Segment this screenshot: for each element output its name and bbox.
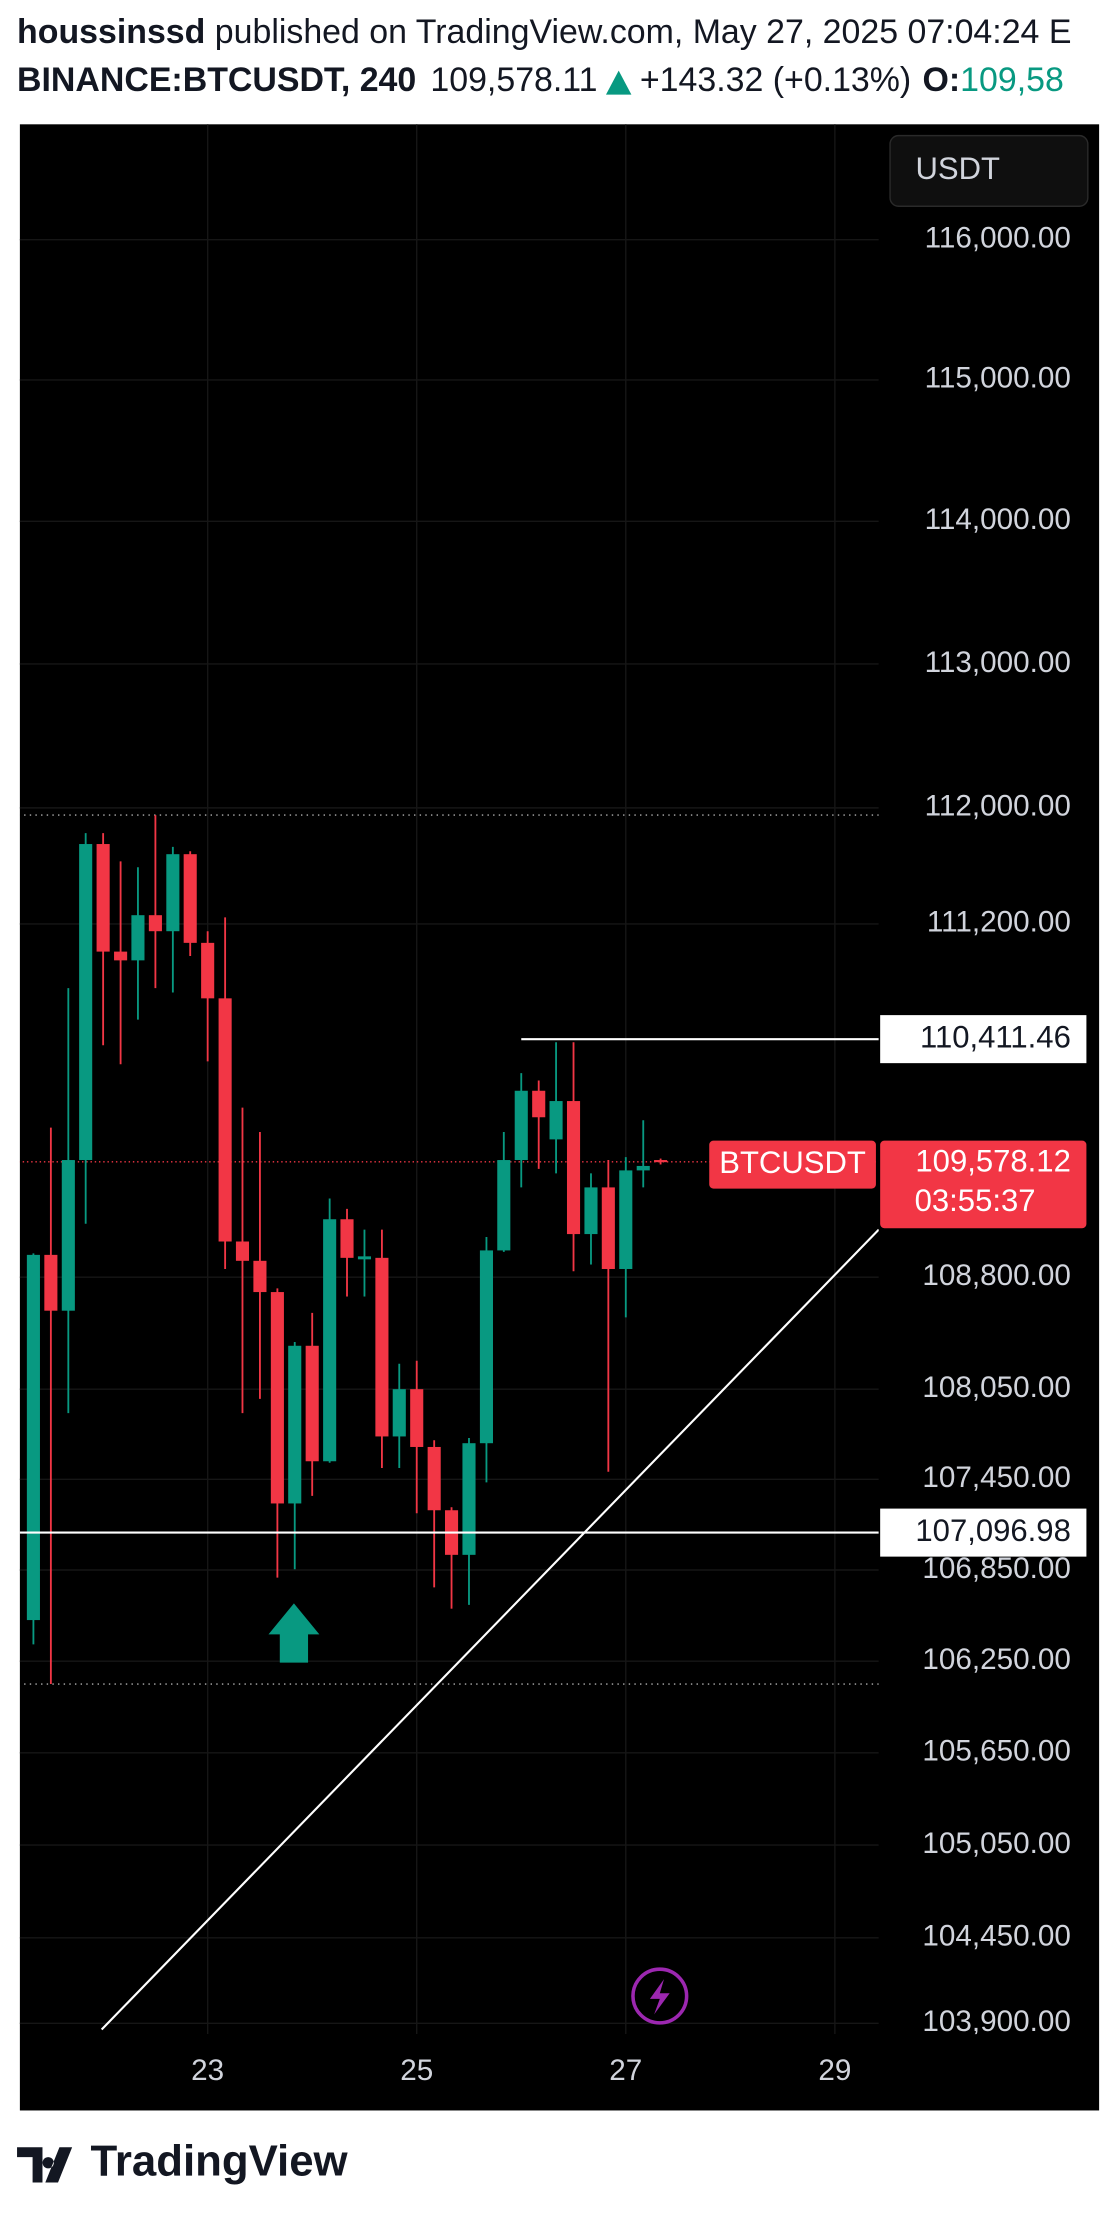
y-tick-label: 113,000.00: [925, 646, 1071, 679]
price-axis: 116,000.00 115,000.00 114,000.00 113,000.00…: [922, 222, 1071, 2038]
candle-body: [619, 1170, 633, 1269]
candle-body: [427, 1446, 441, 1511]
y-tick-label: 115,000.00: [925, 362, 1071, 395]
candle-body: [566, 1101, 581, 1235]
candle-body: [392, 1389, 406, 1437]
y-tick-label: 106,250.00: [922, 1643, 1070, 1676]
x-tick-label: 27: [609, 2054, 642, 2087]
x-tick-label: 23: [191, 2054, 224, 2087]
y-tick-label: 111,200.00: [927, 906, 1071, 939]
currency-box[interactable]: [889, 134, 1089, 207]
x-tick-label: 29: [818, 2054, 851, 2087]
candle-body: [148, 915, 162, 932]
change-arrow: [605, 70, 632, 95]
price: 109,578.11: [430, 61, 597, 99]
time-axis: 23 25 27 29: [191, 2054, 851, 2087]
candle-body: [79, 844, 93, 1161]
candle-body: [218, 998, 232, 1242]
candle-body: [584, 1187, 598, 1235]
candle-body: [114, 951, 128, 961]
price-line-label: 107,096.98: [915, 1513, 1070, 1548]
y-tick-label: 108,050.00: [922, 1371, 1070, 1404]
up-arrow-annotation: [268, 1603, 320, 1663]
candle-body: [44, 1254, 58, 1311]
y-tick-label: 104,450.00: [922, 1920, 1070, 1953]
candle-body: [497, 1160, 511, 1251]
y-tick-label: 112,000.00: [925, 790, 1071, 823]
header-line-2: BINANCE:BTCUSDT, 240 109,578.11 +143.32 (+…: [17, 61, 1064, 99]
candle-body: [357, 1256, 372, 1260]
candle-body: [410, 1389, 424, 1447]
candle-body: [514, 1090, 528, 1161]
candle-body: [183, 854, 197, 943]
flash-bolt: [649, 1979, 670, 2015]
y-tick-label: 105,050.00: [922, 1827, 1070, 1860]
author: houssinssd: [17, 13, 205, 51]
trendline: [100, 1228, 879, 2031]
candle-body: [96, 844, 110, 952]
brand-logo: [17, 2147, 73, 2183]
candle-body: [375, 1257, 389, 1437]
candle-body: [131, 915, 145, 961]
candle-body: [270, 1292, 284, 1504]
candle-body: [26, 1254, 40, 1621]
y-tick-label: 105,650.00: [922, 1735, 1070, 1768]
y-tick-label: 106,850.00: [922, 1552, 1070, 1585]
candle-body: [235, 1241, 250, 1261]
candle-body: [479, 1250, 493, 1444]
candle-body: [340, 1219, 354, 1258]
open-label: O:: [923, 61, 961, 99]
y-tick-label: 114,000.00: [925, 503, 1071, 536]
candle-body: [201, 942, 215, 999]
countdown: 03:55:37: [915, 1183, 1036, 1218]
currency: USDT: [915, 151, 1000, 186]
plot-area: [19, 814, 879, 2031]
candle-body: [654, 1160, 668, 1163]
candle-body: [532, 1090, 546, 1118]
candle-body: [166, 854, 180, 932]
published: published on TradingView.com, May 27, 20…: [215, 13, 1072, 51]
change: +143.32 (+0.13%): [640, 61, 911, 99]
open-value: 109,58: [960, 61, 1064, 99]
y-tick-label: 108,800.00: [922, 1259, 1070, 1292]
candle-body: [61, 1160, 75, 1311]
price-labels: 110,411.46 107,096.98 109,578.12 03:55:37 BT…: [709, 1015, 1087, 1557]
brand: TradingView: [91, 2137, 349, 2186]
symbol: BINANCE:BTCUSDT, 240: [17, 61, 416, 99]
candle-body: [636, 1165, 650, 1171]
y-tick-label: 116,000.00: [925, 222, 1071, 255]
candle-body: [305, 1345, 319, 1462]
y-tick-label: 107,450.00: [922, 1461, 1070, 1494]
symbol-label: BTCUSDT: [719, 1145, 866, 1180]
price-line-label: 110,411.46: [920, 1019, 1071, 1054]
price-line-box: [880, 1508, 1087, 1557]
price-line-box: [880, 1015, 1087, 1064]
y-tick-label: 103,900.00: [922, 2005, 1070, 2038]
flash-icon[interactable]: [631, 1967, 689, 2025]
candle-body: [253, 1260, 267, 1293]
candle-body: [549, 1101, 563, 1140]
candle-body: [601, 1187, 615, 1269]
candle-body: [288, 1345, 302, 1504]
last-price-box: [880, 1140, 1087, 1229]
candle-body: [323, 1219, 337, 1462]
last-price-label: 109,578.12: [915, 1143, 1070, 1178]
symbol-box: [709, 1140, 876, 1189]
candle-body: [462, 1443, 476, 1555]
x-tick-label: 25: [400, 2054, 433, 2087]
header-line-1: houssinssd published on TradingView.com,…: [17, 13, 1071, 51]
